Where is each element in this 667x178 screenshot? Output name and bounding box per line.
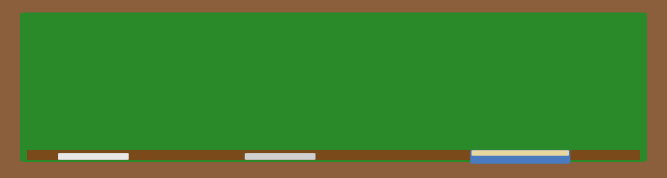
Text: (e.g.) An adult consumed 0.5 kg of foods containing: (e.g.) An adult consumed 0.5 kg of foods… xyxy=(60,25,456,39)
Text: 0.013: 0.013 xyxy=(369,84,434,104)
Text: (Bq/kg): (Bq/kg) xyxy=(123,118,171,131)
Text: = 0.65 μSv: = 0.65 μSv xyxy=(467,84,594,104)
Text: ×: × xyxy=(325,84,342,104)
Text: (kg): (kg) xyxy=(260,118,287,131)
Text: 100 Bq/kg: 100 Bq/kg xyxy=(384,25,459,39)
Text: (μSv/Bq): (μSv/Bq) xyxy=(373,118,430,131)
Text: 0.5: 0.5 xyxy=(255,84,292,104)
Text: 100: 100 xyxy=(125,84,169,104)
Text: of: of xyxy=(436,25,456,39)
Text: Cesium-137: Cesium-137 xyxy=(60,56,147,69)
Text: = 0.00065 mSv: = 0.00065 mSv xyxy=(467,136,644,156)
Text: ×: × xyxy=(205,84,222,104)
